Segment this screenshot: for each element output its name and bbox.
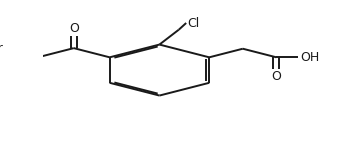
Text: Cl: Cl [188, 16, 200, 30]
Text: Br: Br [0, 42, 4, 55]
Text: O: O [272, 70, 281, 83]
Text: OH: OH [300, 51, 320, 64]
Text: O: O [69, 22, 79, 35]
